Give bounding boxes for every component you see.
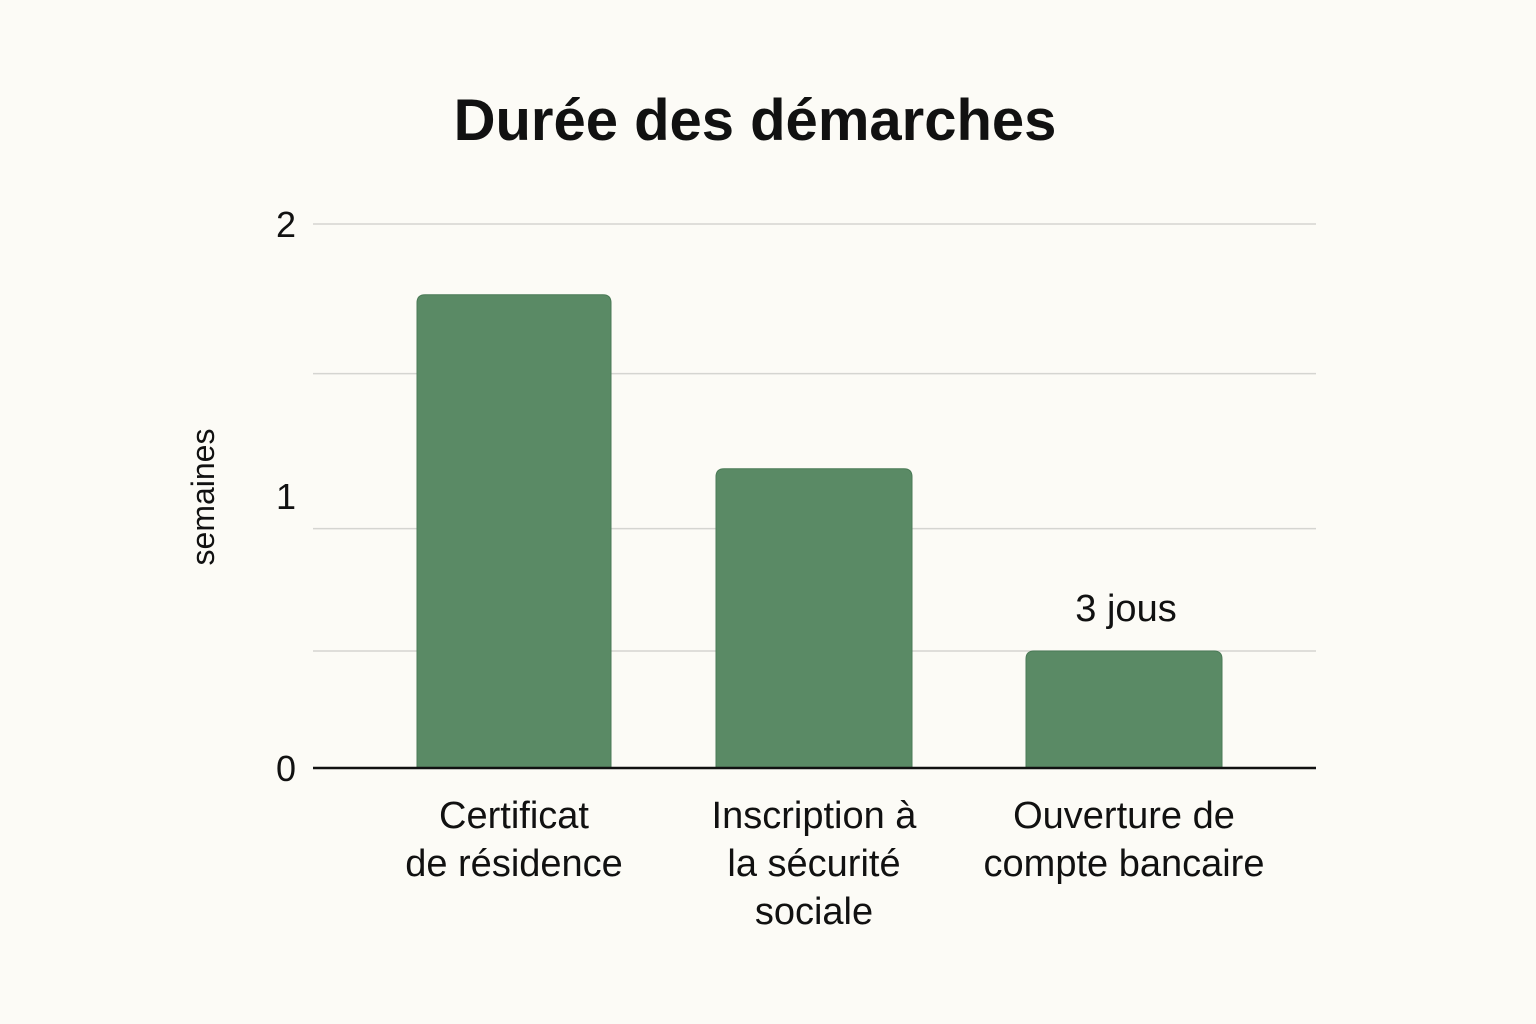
chart-title: Durée des démarches [454,88,1057,153]
data-labels: 3 jous [1075,588,1176,630]
y-axis-label: semaines [185,429,221,566]
bar-1 [715,468,913,769]
bars [416,294,1223,769]
y-tick-label-1: 1 [276,476,296,517]
bar-2 [1025,650,1223,769]
category-labels: Certificat de résidence Inscription à la sé… [405,795,1264,933]
y-ticks: 0 1 2 [276,204,296,789]
y-tick-label-0: 0 [276,748,296,789]
category-label-1: Inscription à la sécurité sociale [712,795,918,933]
category-label-2: Ouverture de compte bancaire [984,795,1265,885]
y-tick-label-2: 2 [276,204,296,245]
category-label-0: Certificat de résidence [405,795,623,885]
data-label-2: 3 jous [1075,588,1176,630]
bar-0 [416,294,612,769]
